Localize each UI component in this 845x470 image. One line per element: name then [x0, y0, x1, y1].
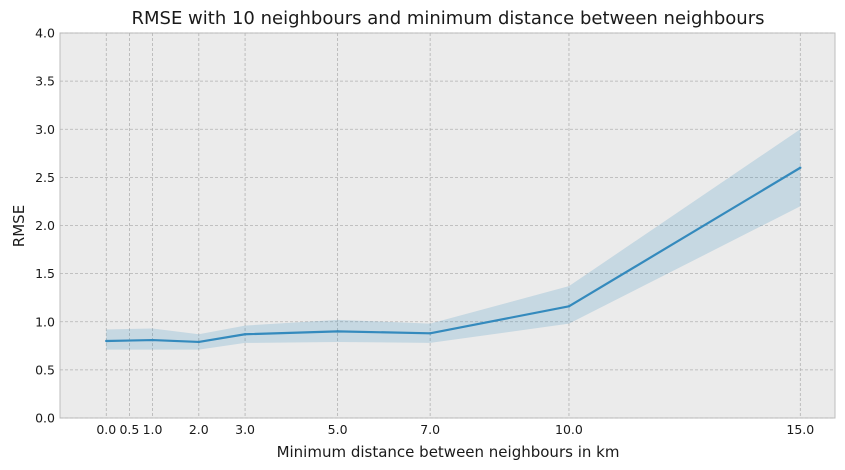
x-tick-label: 0.0	[96, 422, 116, 437]
y-tick-label: 4.0	[35, 26, 55, 41]
data-point	[428, 332, 432, 335]
data-point	[105, 339, 108, 343]
y-tick-label: 1.5	[35, 266, 55, 281]
y-tick-label: 0.5	[35, 362, 55, 377]
x-tick-label: 5.0	[328, 422, 348, 437]
y-tick-label: 0.0	[35, 411, 55, 426]
x-axis-ticks: 0.0 0.5 1.0 2.0 3.0 5.0 7.0 10.0 15.0	[96, 422, 814, 437]
series-line	[106, 166, 801, 344]
x-tick-label: 1.0	[143, 422, 163, 437]
data-point	[243, 333, 247, 336]
chart-title: RMSE with 10 neighbours and minimum dist…	[132, 8, 765, 29]
x-axis-label: Minimum distance between neighbours in k…	[277, 443, 620, 461]
x-tick-label: 3.0	[235, 422, 255, 437]
x-tick-label: 7.0	[420, 422, 440, 437]
x-tick-label: 10.0	[555, 422, 583, 437]
y-tick-label: 3.5	[35, 74, 55, 89]
y-tick-label: 2.0	[35, 218, 55, 233]
y-axis-ticks: 0.0 0.5 1.0 1.5 2.0 2.5 3.0 3.5 4.0	[35, 26, 55, 426]
data-point	[799, 166, 802, 169]
data-point	[197, 340, 201, 344]
confidence-band-area	[106, 129, 801, 350]
y-tick-label: 3.0	[35, 122, 55, 137]
y-tick-label: 2.5	[35, 170, 55, 185]
y-tick-label: 1.0	[35, 314, 55, 329]
confidence-band	[106, 129, 801, 350]
y-axis-label: RMSE	[10, 205, 28, 247]
x-tick-label: 15.0	[786, 422, 814, 437]
x-tick-label: 0.5	[119, 422, 139, 437]
x-tick-label: 2.0	[189, 422, 209, 437]
data-point	[567, 305, 571, 308]
data-point	[336, 330, 339, 333]
data-point	[151, 338, 154, 342]
series-line-group	[105, 166, 802, 344]
